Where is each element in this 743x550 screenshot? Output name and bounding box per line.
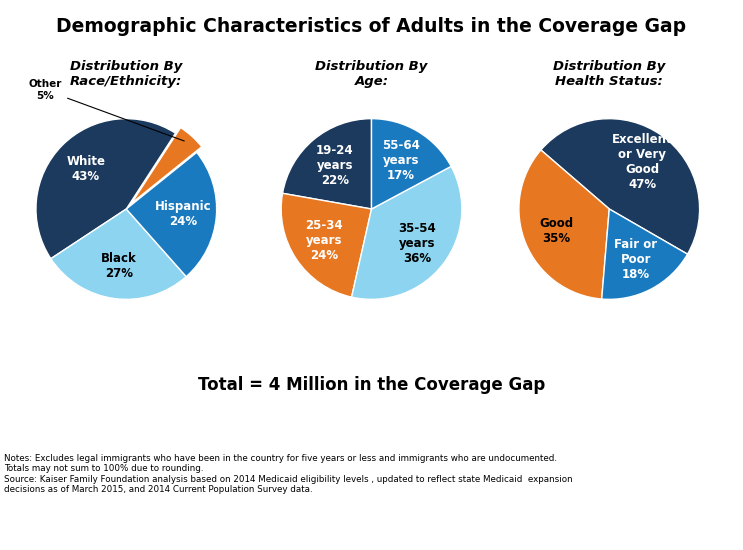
Wedge shape [281,193,372,297]
Text: 25-34
years
24%: 25-34 years 24% [305,219,343,262]
Wedge shape [541,119,700,254]
Wedge shape [36,119,175,258]
Text: 19-24
years
22%: 19-24 years 22% [316,144,354,187]
Text: FOUNDATION: FOUNDATION [666,531,712,537]
Text: Hispanic
24%: Hispanic 24% [155,200,212,228]
Text: White
43%: White 43% [66,155,106,183]
Text: Fair or
Poor
18%: Fair or Poor 18% [614,238,658,281]
Wedge shape [519,150,609,299]
Text: Good
35%: Good 35% [539,217,574,245]
Text: 35-54
years
36%: 35-54 years 36% [398,222,436,265]
Text: FAMILY: FAMILY [666,514,712,527]
Wedge shape [126,152,217,277]
Text: Demographic Characteristics of Adults in the Coverage Gap: Demographic Characteristics of Adults in… [56,16,687,36]
Title: Distribution By
Age:: Distribution By Age: [315,59,428,87]
Wedge shape [282,119,372,209]
Wedge shape [372,119,451,209]
Wedge shape [602,209,687,299]
Text: Excellent
or Very
Good
47%: Excellent or Very Good 47% [612,134,672,191]
Text: Total = 4 Million in the Coverage Gap: Total = 4 Million in the Coverage Gap [198,376,545,394]
Wedge shape [51,209,186,299]
Text: 55-64
years
17%: 55-64 years 17% [382,139,420,182]
Text: KAISER: KAISER [665,500,713,513]
Text: THE HENRY J.: THE HENRY J. [668,490,710,495]
Text: Other
5%: Other 5% [29,79,184,141]
Text: Black
27%: Black 27% [101,251,137,279]
Wedge shape [351,166,462,299]
Wedge shape [132,128,202,204]
Text: Notes: Excludes legal immigrants who have been in the country for five years or : Notes: Excludes legal immigrants who hav… [4,454,572,494]
Title: Distribution By
Health Status:: Distribution By Health Status: [553,59,666,87]
Title: Distribution By
Race/Ethnicity:: Distribution By Race/Ethnicity: [70,59,183,87]
